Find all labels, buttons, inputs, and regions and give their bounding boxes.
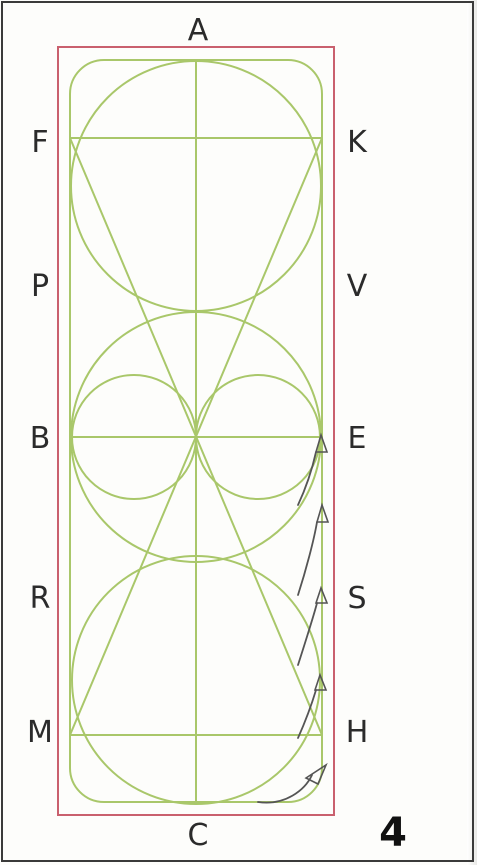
arrow-head-3 [314,585,329,604]
label-b: B [30,421,51,456]
diagonal-k-m [69,137,323,736]
arrow-path-3 [297,602,318,666]
label-e: E [348,421,367,456]
label-k: K [347,125,368,160]
arrow-head-1 [314,432,329,453]
arrow-head-2 [315,502,330,523]
label-c: C [188,818,209,853]
label-h: H [346,715,369,750]
label-r: R [30,581,51,616]
arrow-path-2 [297,521,318,596]
arrow-head-4 [313,672,328,691]
circle-bottom [71,555,321,805]
label-f: F [31,125,48,160]
page-number: 4 [379,810,407,856]
label-p: P [31,269,49,304]
arrow-path-1 [297,451,317,506]
label-a: A [188,13,209,48]
arrow-head-5 [304,762,328,786]
arrow-path-4 [297,689,317,739]
label-v: V [347,269,368,304]
label-m: M [27,715,53,750]
label-s: S [347,581,366,616]
arena-border [57,46,335,816]
